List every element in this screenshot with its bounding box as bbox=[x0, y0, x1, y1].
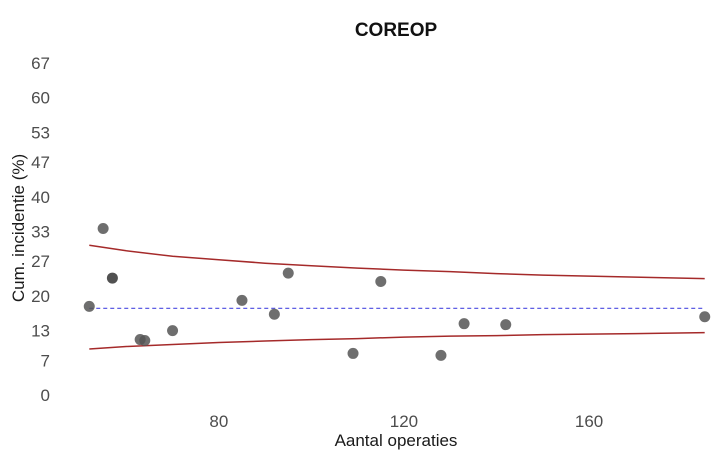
data-points bbox=[83, 222, 711, 361]
y-tick-label: 53 bbox=[31, 123, 50, 142]
data-point bbox=[699, 311, 711, 323]
data-point bbox=[500, 319, 512, 331]
y-tick-label: 13 bbox=[31, 322, 50, 341]
upper-control-limit bbox=[89, 244, 705, 280]
chart-title: COREOP bbox=[355, 20, 438, 41]
y-tick-label: 33 bbox=[31, 222, 50, 241]
data-point bbox=[236, 294, 248, 306]
y-tick-label: 0 bbox=[41, 386, 50, 405]
x-axis-label: Aantal operaties bbox=[335, 431, 458, 450]
y-axis-ticks: 0 7 13 20 27 33 40 47 53 60 67 bbox=[31, 54, 50, 405]
data-point bbox=[106, 272, 118, 284]
y-tick-label: 7 bbox=[41, 351, 50, 370]
y-tick-label: 60 bbox=[31, 89, 50, 108]
y-axis-label: Cum. incidentie (%) bbox=[9, 154, 28, 302]
data-point bbox=[268, 308, 280, 320]
data-point bbox=[347, 347, 359, 359]
y-tick-label: 47 bbox=[31, 153, 50, 172]
data-point bbox=[167, 325, 179, 337]
x-tick-label: 160 bbox=[575, 412, 603, 431]
data-point bbox=[139, 335, 151, 347]
data-point bbox=[83, 300, 95, 312]
data-point bbox=[375, 276, 387, 288]
data-point bbox=[282, 267, 294, 279]
x-tick-label: 120 bbox=[390, 412, 418, 431]
y-tick-label: 40 bbox=[31, 188, 50, 207]
lower-control-limit bbox=[89, 331, 705, 350]
y-tick-label: 20 bbox=[31, 287, 50, 306]
data-point bbox=[435, 349, 447, 361]
x-tick-label: 80 bbox=[209, 412, 228, 431]
control-limits bbox=[89, 244, 705, 350]
y-tick-label: 67 bbox=[31, 54, 50, 73]
x-axis-ticks: 80 120 160 bbox=[209, 412, 603, 431]
data-point bbox=[458, 318, 470, 330]
y-tick-label: 27 bbox=[31, 252, 50, 271]
data-point bbox=[97, 222, 109, 234]
